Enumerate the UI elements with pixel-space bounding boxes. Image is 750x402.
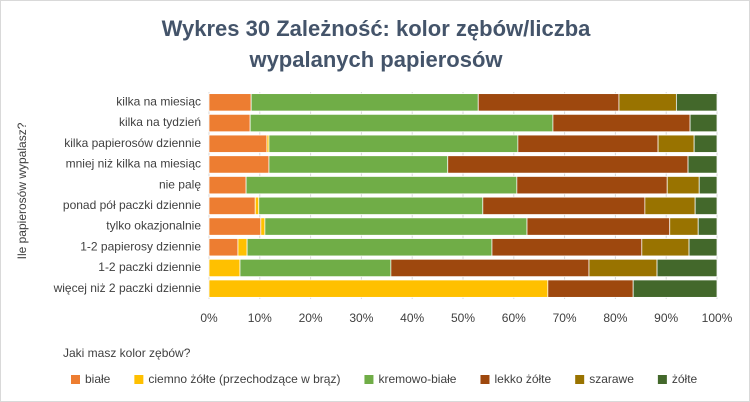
legend-swatch [657,375,667,384]
legend-swatch [364,375,374,384]
bar-segment [208,113,251,133]
bar-segment [657,134,695,153]
bar-segment [477,93,620,112]
bar-segment [689,113,718,133]
bar-segment [250,93,479,112]
bar-segment [547,279,634,298]
x-tick-label: 20% [299,311,323,325]
bar-segment [675,93,718,112]
bar-segment [666,176,700,195]
bar-segment [239,258,392,278]
bar-segment [641,238,690,257]
x-tick-label: 30% [349,311,373,325]
bar-segment [268,134,519,153]
bar-segment [698,176,718,195]
bar-segment [552,113,691,133]
x-tick-label: 70% [553,311,577,325]
y-tick-label: 1-2 paczki dziennie [98,260,201,274]
x-tick-label: 60% [502,311,526,325]
x-tick-label: 10% [248,311,272,325]
x-tick-label: 50% [451,311,475,325]
y-tick-label: tylko okazjonalnie [106,219,201,233]
legend-swatch [575,375,585,384]
bar-segment [390,258,590,278]
bar-segment [208,134,268,153]
bar-segment [516,176,668,195]
bar-segment [208,279,549,298]
bar-segment [526,217,671,236]
legend-swatch [134,375,144,384]
bar-segment [268,155,449,174]
bar-segment [491,238,643,257]
bar-segment [694,196,718,215]
x-tick-label: 0% [200,311,218,325]
bar-segment [208,238,239,257]
bar-segment [237,238,248,257]
bar-segment [687,155,718,174]
bar-segment [208,176,247,195]
legend-label: lekko żółte [494,372,551,386]
bar-segment [482,196,646,215]
bar-segment [697,217,718,236]
bar-segment [208,258,241,278]
x-tick-label: 40% [400,311,424,325]
bar-segment [656,258,718,278]
y-tick-label: więcej niż 2 paczki dziennie [53,281,202,295]
bar-segment [208,217,262,236]
bar-segment [517,134,659,153]
y-tick-label: mniej niż kilka na miesiąc [66,157,201,171]
legend-label: ciemno żółte (przechodzące w brąz) [148,372,340,386]
y-axis-label: Ile papierosów wypalasz? [15,122,29,259]
bar-segment [693,134,718,153]
bar-segment [208,196,256,215]
bar-segment [260,217,266,236]
y-tick-label: 1-2 papierosy dziennie [80,239,201,253]
bar-segment [688,238,718,257]
x-tick-label: 90% [654,311,678,325]
bar-segment [246,238,493,257]
bar-segment [264,217,528,236]
bar-segment [208,93,252,112]
chart-title: Wykres 30 Zależność: kolor zębów/liczba … [161,16,591,72]
legend-label: kremowo-białe [378,372,456,386]
legend-label: żółte [672,372,698,386]
legend-swatch [480,375,490,384]
legend-label: szarawe [589,372,634,386]
bar-segment [245,176,518,195]
bar-segment [644,196,696,215]
y-tick-label: kilka na tydzień [119,115,201,129]
x-tick-label: 80% [603,311,627,325]
bar-segment [618,93,677,112]
bar-segment [258,196,484,215]
y-tick-label: nie palę [159,177,201,191]
bar-segment [249,113,554,133]
bar-segment [669,217,699,236]
bar-segment [447,155,689,174]
x-tick-label: 100% [702,311,733,325]
legend-swatch [71,375,80,384]
y-tick-label: kilka na miesiąc [116,95,201,109]
y-tick-label: ponad pół paczki dziennie [63,198,201,212]
legend-title: Jaki masz kolor zębów? [63,346,191,360]
bar-segment [632,279,718,298]
legend-label: białe [85,372,111,386]
bar-segment [254,196,260,215]
y-tick-label: kilka papierosów dziennie [64,136,201,150]
bar-segment [208,155,270,174]
bar-segment [588,258,658,278]
